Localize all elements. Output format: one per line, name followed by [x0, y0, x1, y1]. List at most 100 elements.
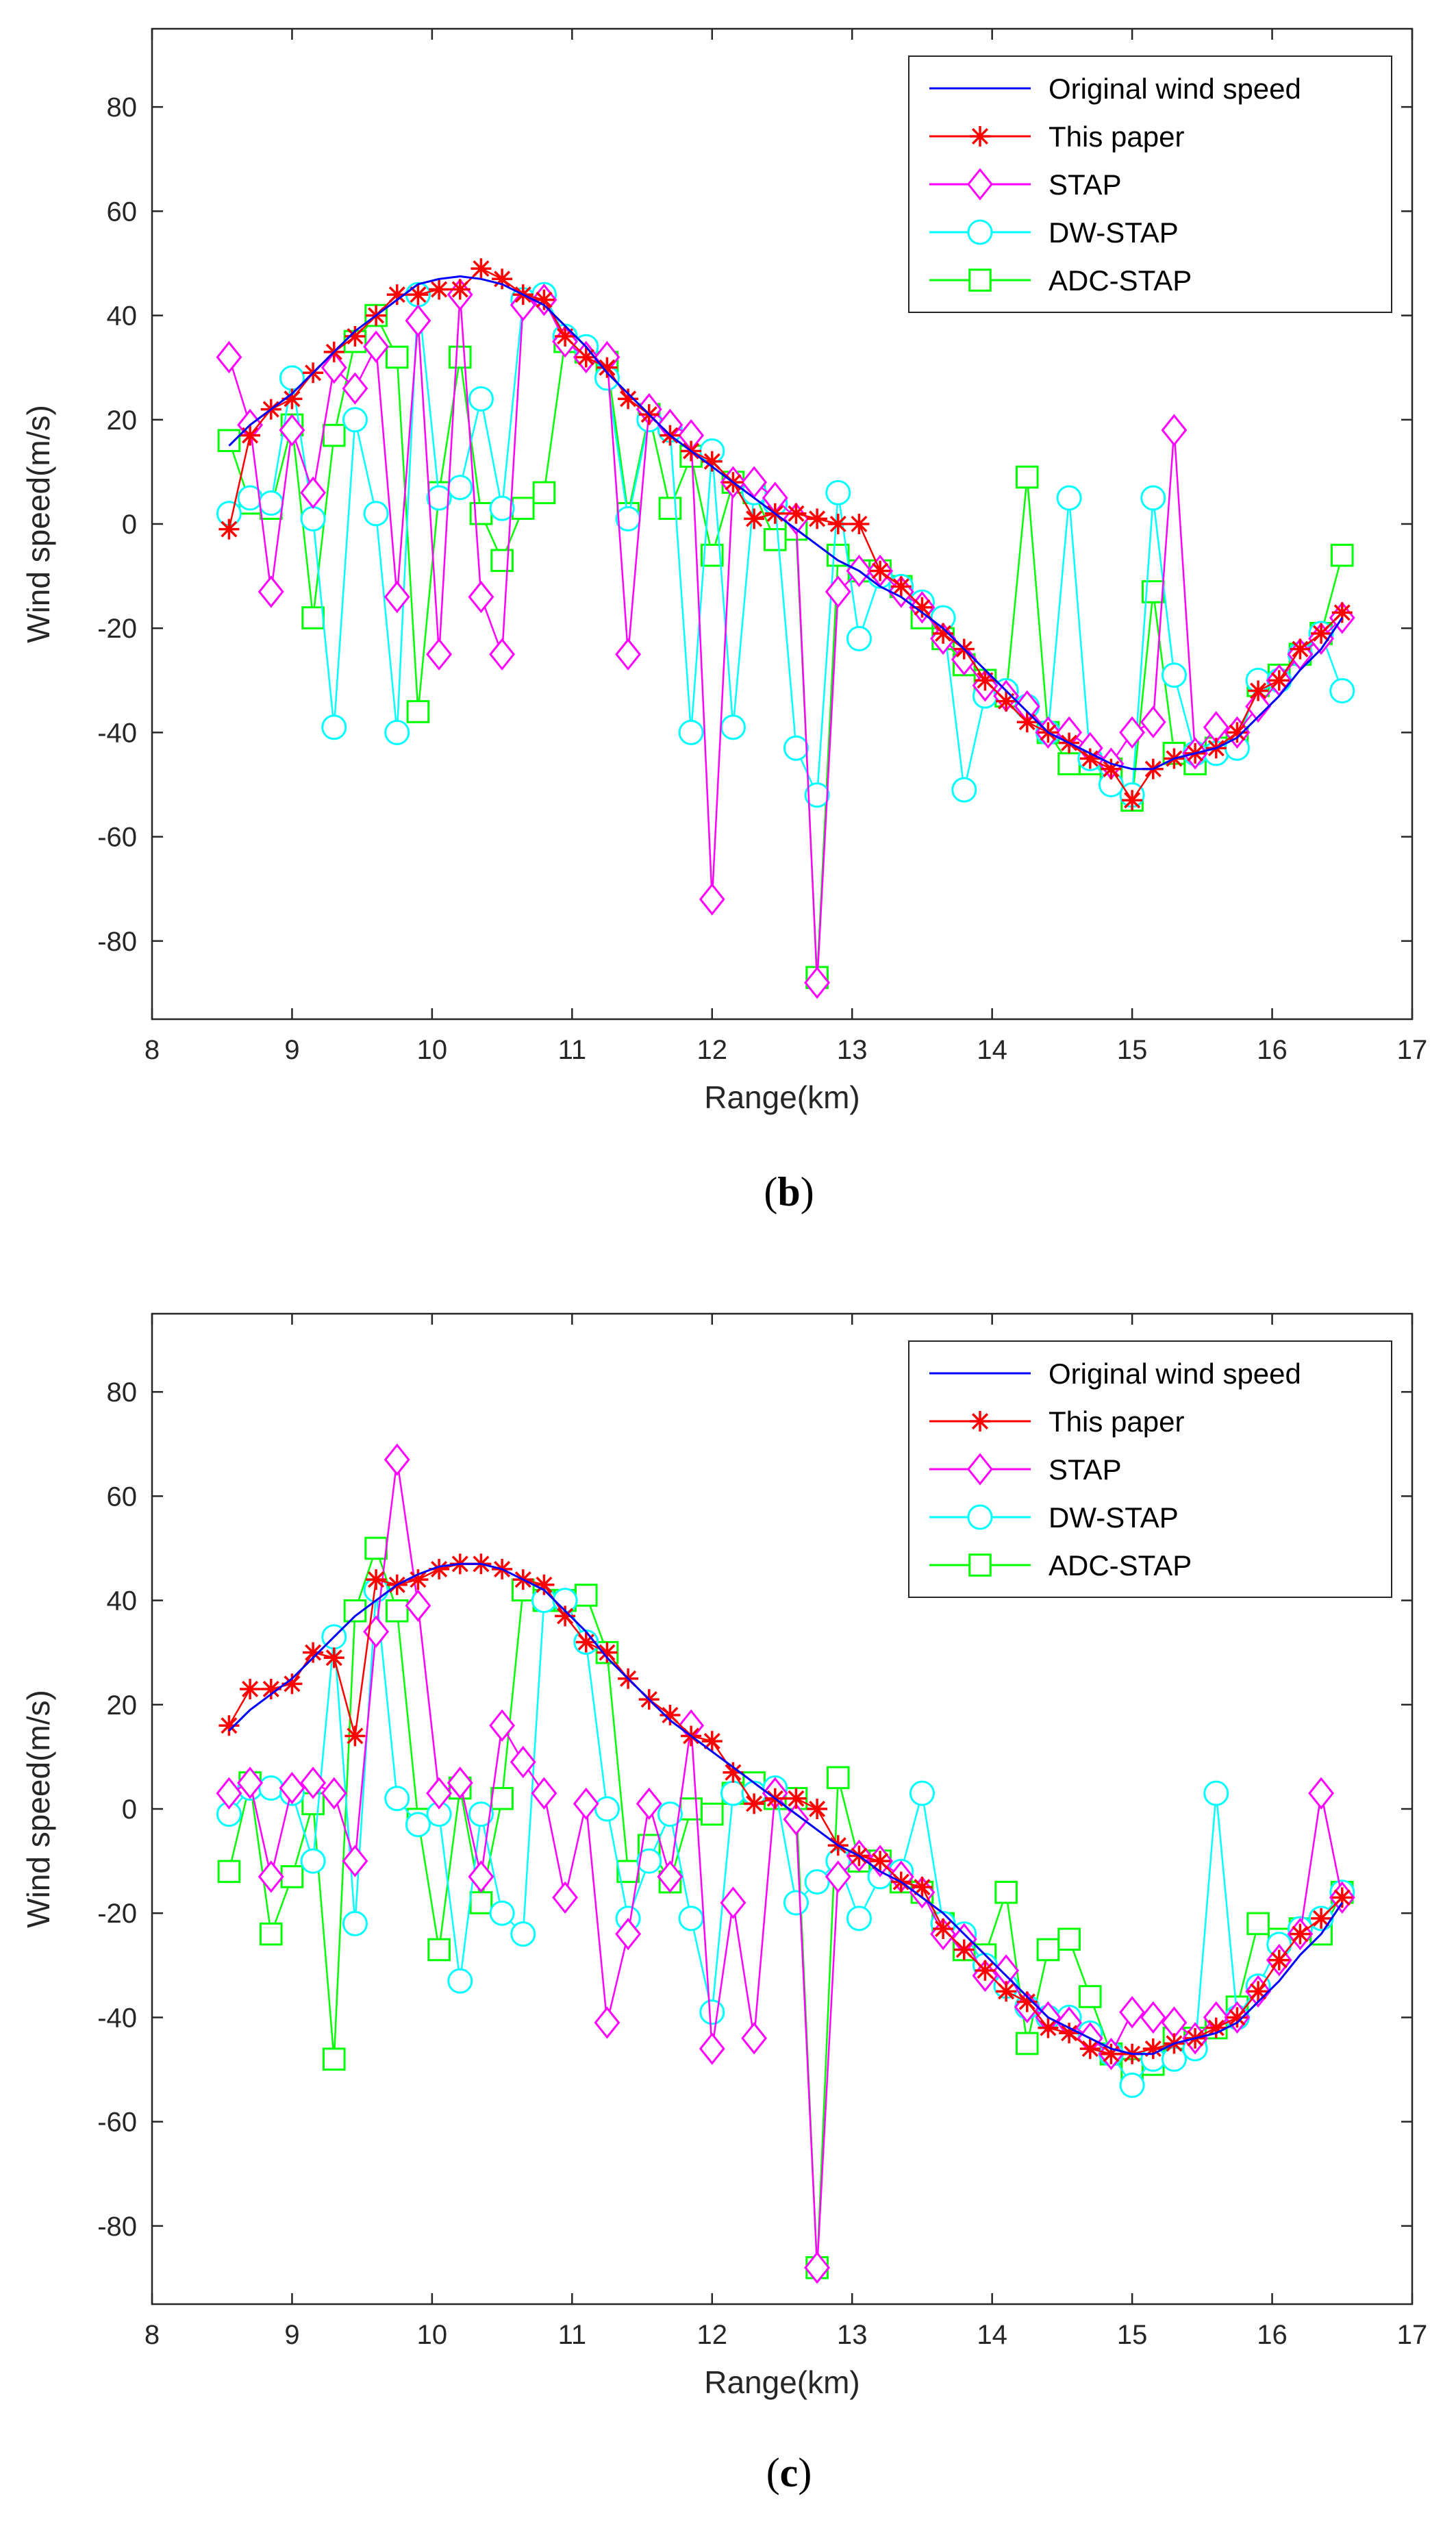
data-point-paper	[618, 388, 639, 410]
data-point-adc	[385, 345, 409, 369]
data-point-adc	[1015, 465, 1039, 489]
data-point-paper	[344, 1725, 366, 1747]
data-point-stap	[573, 1787, 599, 1821]
data-point-dw	[342, 407, 368, 433]
x-tick-label: 16	[1257, 2320, 1288, 2350]
data-point-dw	[846, 1906, 872, 1932]
data-point-adc	[1057, 752, 1081, 775]
data-point-stap	[804, 2251, 831, 2284]
data-point-dw	[699, 1999, 725, 2025]
data-point-dw	[1161, 662, 1187, 688]
data-point-paper	[1038, 2017, 1059, 2038]
data-point-stap	[342, 1845, 368, 1877]
data-point-adc	[700, 1802, 724, 1826]
data-point-paper	[1079, 2038, 1101, 2060]
data-point-paper	[492, 268, 513, 290]
data-point-dw	[1140, 485, 1166, 511]
y-tick-label: 20	[107, 1690, 138, 1721]
data-point-stap	[489, 1709, 516, 1742]
data-point-stap	[1119, 716, 1146, 749]
data-point-paper	[996, 1981, 1017, 2002]
caption-letter: b	[777, 1169, 800, 1214]
data-point-paper	[1227, 2007, 1248, 2028]
data-point-adc	[1015, 2032, 1039, 2056]
data-point-paper	[429, 1558, 450, 1579]
legend-marker	[968, 268, 992, 292]
data-point-dw	[657, 1801, 683, 1827]
data-point-paper	[240, 1678, 261, 1699]
legend-marker	[970, 126, 990, 147]
data-point-stap	[1140, 2001, 1166, 2034]
data-point-paper	[218, 518, 240, 540]
data-point-paper	[870, 560, 891, 582]
data-point-adc	[511, 497, 535, 520]
data-point-adc	[280, 1865, 304, 1888]
legend-marker	[967, 219, 993, 245]
y-tick-label: -40	[97, 2003, 137, 2033]
data-point-stap	[615, 638, 642, 671]
data-point-dw	[594, 1796, 620, 1822]
data-point-dw	[825, 479, 851, 505]
x-tick-label: 16	[1257, 1035, 1288, 1065]
data-point-stap	[720, 1886, 746, 1919]
legend-marker	[967, 168, 993, 201]
data-point-adc	[427, 1938, 451, 1962]
y-tick-label: 0	[122, 510, 137, 540]
data-point-paper	[1101, 2043, 1122, 2064]
x-tick-label: 11	[558, 1035, 587, 1065]
data-point-stap	[384, 580, 410, 614]
data-point-paper	[555, 326, 576, 347]
caption-letter: c	[780, 2450, 799, 2495]
legend-label: This paper	[1049, 1405, 1184, 1438]
data-point-adc	[532, 481, 556, 505]
caption-paren-close: )	[801, 1169, 814, 1214]
data-point-stap	[1161, 414, 1188, 447]
data-point-paper	[1290, 638, 1311, 660]
data-point-stap	[300, 476, 327, 509]
data-point-paper	[597, 357, 618, 378]
data-point-stap	[384, 1443, 410, 1476]
data-point-stap	[699, 883, 725, 916]
legend-label: DW-STAP	[1049, 1501, 1179, 1534]
data-point-paper	[470, 258, 492, 279]
legend-item-orig: Original wind speed	[929, 73, 1301, 105]
data-point-paper	[890, 576, 912, 597]
data-point-paper	[1290, 1923, 1311, 1945]
data-point-stap	[804, 966, 831, 999]
legend-item-dw: DW-STAP	[929, 216, 1179, 249]
data-point-dw	[363, 501, 389, 527]
series-orig	[228, 275, 1344, 771]
data-point-adc	[469, 1891, 493, 1914]
data-point-paper	[701, 451, 723, 472]
data-point-stap	[615, 1918, 642, 1951]
data-point-adc	[994, 1880, 1018, 1904]
data-point-paper	[933, 1919, 954, 1940]
data-point-dw	[678, 719, 704, 745]
data-point-dw	[720, 714, 746, 740]
data-point-adc	[763, 528, 787, 551]
data-point-paper	[555, 1605, 576, 1627]
legend-label: STAP	[1049, 168, 1122, 201]
data-point-stap	[951, 643, 977, 676]
y-tick-label: 60	[107, 1482, 138, 1512]
data-point-adc	[1078, 1985, 1102, 2008]
x-axis-label: Range(km)	[704, 2364, 860, 2400]
data-point-paper	[870, 1851, 891, 1872]
data-point-stap	[279, 414, 305, 447]
data-point-dw	[1056, 485, 1082, 511]
data-point-paper	[1101, 758, 1122, 779]
legend-item-stap: STAP	[929, 168, 1122, 201]
y-tick-label: -40	[97, 718, 137, 748]
data-point-paper	[933, 623, 954, 644]
series-line-stap	[228, 293, 1343, 984]
data-point-adc	[1246, 1912, 1270, 1936]
data-point-stap	[699, 2032, 725, 2065]
data-point-dw	[489, 1900, 515, 1926]
legend-marker	[968, 1553, 992, 1577]
data-point-paper	[1311, 623, 1332, 644]
data-point-paper	[575, 1632, 597, 1653]
data-point-adc	[448, 345, 472, 369]
x-tick-label: 15	[1117, 1035, 1148, 1065]
y-axis-label: Wind speed(m/s)	[21, 405, 56, 643]
data-point-stap	[1119, 1996, 1146, 2029]
